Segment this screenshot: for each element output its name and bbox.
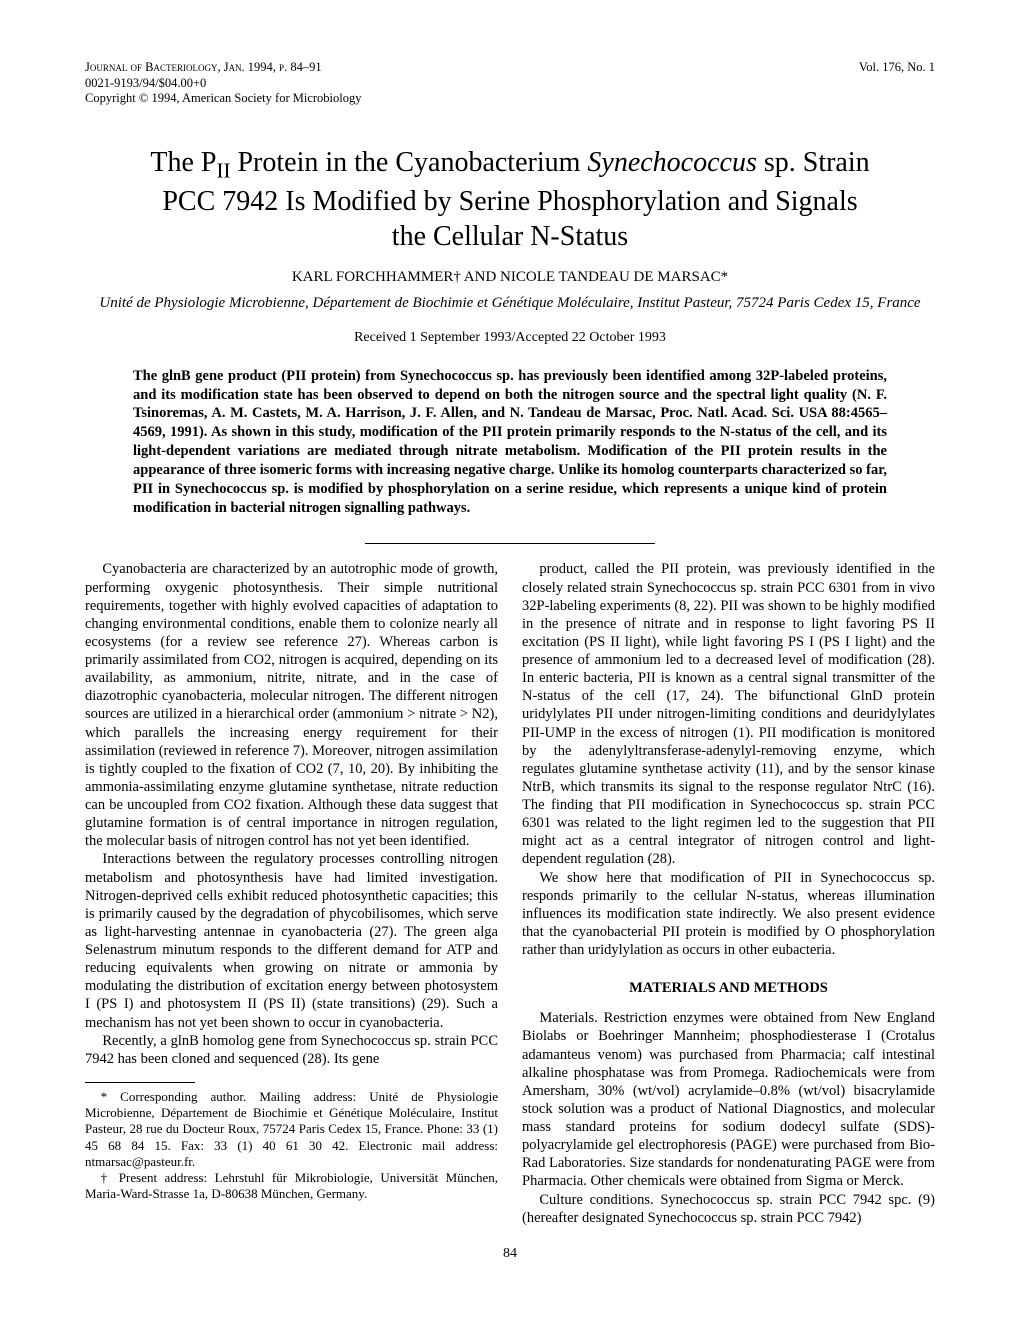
paragraph: Interactions between the regulatory proc… bbox=[85, 850, 498, 1031]
authors: KARL FORCHHAMMER† AND NICOLE TANDEAU DE … bbox=[85, 268, 935, 287]
body-columns: Cyanobacteria are characterized by an au… bbox=[85, 560, 935, 1226]
authors-text: KARL FORCHHAMMER† AND NICOLE TANDEAU DE … bbox=[292, 269, 728, 285]
paragraph: Materials. Restriction enzymes were obta… bbox=[522, 1009, 935, 1190]
title-species: Synechococcus bbox=[587, 147, 756, 178]
right-column: product, called the PII protein, was pre… bbox=[522, 560, 935, 1226]
issn-line: 0021-9193/94/$04.00+0 bbox=[85, 76, 206, 90]
footnotes: * Corresponding author. Mailing address:… bbox=[85, 1089, 498, 1203]
footnote: * Corresponding author. Mailing address:… bbox=[85, 1089, 498, 1170]
paragraph: We show here that modification of PII in… bbox=[522, 869, 935, 960]
footnote: † Present address: Lehrstuhl für Mikrobi… bbox=[85, 1170, 498, 1203]
footnote-separator bbox=[85, 1082, 195, 1083]
paragraph: Cyanobacteria are characterized by an au… bbox=[85, 560, 498, 850]
running-header: Journal of Bacteriology, Jan. 1994, p. 8… bbox=[85, 60, 935, 107]
title-frag: sp. Strain bbox=[757, 147, 870, 178]
paragraph: product, called the PII protein, was pre… bbox=[522, 560, 935, 868]
header-left: Journal of Bacteriology, Jan. 1994, p. 8… bbox=[85, 60, 361, 107]
paragraph: Recently, a glnB homolog gene from Synec… bbox=[85, 1032, 498, 1068]
received-dates: Received 1 September 1993/Accepted 22 Oc… bbox=[85, 329, 935, 347]
copyright-line: Copyright © 1994, American Society for M… bbox=[85, 91, 361, 105]
title-frag: Protein in the Cyanobacterium bbox=[230, 147, 587, 178]
article-title: The PII Protein in the Cyanobacterium Sy… bbox=[85, 145, 935, 254]
abstract: The glnB gene product (PII protein) from… bbox=[133, 367, 887, 518]
header-right: Vol. 176, No. 1 bbox=[859, 60, 935, 107]
title-frag: The P bbox=[150, 147, 216, 178]
journal-line: Journal of Bacteriology, Jan. 1994, p. 8… bbox=[85, 60, 322, 74]
page-number: 84 bbox=[85, 1245, 935, 1263]
left-column: Cyanobacteria are characterized by an au… bbox=[85, 560, 498, 1226]
paragraph: Culture conditions. Synechococcus sp. st… bbox=[522, 1191, 935, 1227]
title-frag: the Cellular N-Status bbox=[392, 221, 628, 252]
affiliation: Unité de Physiologie Microbienne, Départ… bbox=[85, 294, 935, 313]
separator bbox=[365, 543, 655, 544]
volume-line: Vol. 176, No. 1 bbox=[859, 60, 935, 74]
title-frag: PCC 7942 Is Modified by Serine Phosphory… bbox=[162, 186, 857, 217]
section-heading: MATERIALS AND METHODS bbox=[522, 979, 935, 997]
